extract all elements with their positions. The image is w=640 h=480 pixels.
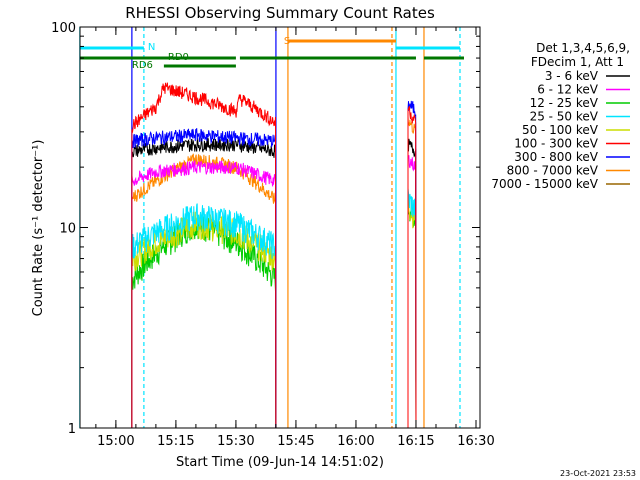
- legend-label-4: 50 - 100 keV: [522, 123, 599, 137]
- legend-label-5: 100 - 300 keV: [514, 137, 598, 151]
- x-tick-label-5: 16:15: [397, 434, 434, 449]
- series-4-segment-1: [407, 198, 417, 429]
- series-3-segment-0: [131, 203, 277, 429]
- x-tick-label-1: 15:15: [157, 434, 194, 449]
- plot-frame: [79, 26, 481, 429]
- annotation-s-label: S: [284, 36, 290, 47]
- legend-header-line-2: FDecim 1, Att 1: [531, 55, 624, 69]
- x-tick-label-4: 16:00: [337, 434, 374, 449]
- chart-title: RHESSI Observing Summary Count Rates: [125, 4, 435, 22]
- legend-header-line-1: Det 1,3,4,5,6,9,: [536, 41, 630, 55]
- annotation-n-label: N: [148, 42, 155, 53]
- series-4-segment-0: [131, 211, 277, 429]
- series-7-segment-0: [131, 153, 277, 429]
- legend: Det 1,3,4,5,6,9, FDecim 1, Att 1 3 - 6 k…: [491, 41, 630, 191]
- legend-label-3: 25 - 50 keV: [530, 110, 599, 124]
- series-1-segment-0: [131, 159, 277, 429]
- series-1-segment-1: [407, 155, 417, 429]
- y-axis-label: Count Rate (s⁻¹ detector⁻¹): [31, 140, 46, 317]
- plot-area: N S RD0 RD6: [79, 27, 464, 429]
- legend-label-8: 7000 - 15000 keV: [491, 177, 598, 191]
- legend-label-1: 6 - 12 keV: [537, 83, 599, 97]
- y-tick-label-2: 100: [51, 21, 76, 36]
- legend-label-0: 3 - 6 keV: [545, 69, 599, 83]
- series-5-segment-1: [407, 106, 417, 429]
- annotation-rd6-label: RD6: [132, 60, 153, 71]
- legend-label-6: 300 - 800 keV: [514, 150, 598, 164]
- footer-date: 23-Oct-2021 23:53: [560, 469, 636, 478]
- series-2-segment-1: [407, 194, 417, 429]
- y-tick-label-0: 1: [68, 422, 76, 437]
- series-0-segment-1: [407, 137, 417, 429]
- axes: 15:00 15:15 15:30 15:45 16:00 16:15 16:30 1 10 10…: [51, 21, 495, 449]
- plot-border: [79, 26, 481, 429]
- x-tick-label-0: 15:00: [97, 434, 134, 449]
- x-axis-label: Start Time (09-Jun-14 14:51:02): [176, 455, 384, 470]
- series-5-segment-0: [131, 82, 277, 429]
- x-tick-label-3: 15:45: [277, 434, 314, 449]
- legend-label-7: 800 - 7000 keV: [507, 164, 599, 178]
- series-3-segment-1: [407, 188, 417, 429]
- series-6-segment-1: [407, 100, 417, 429]
- annotation-rd0-label: RD0: [168, 52, 189, 63]
- x-tick-label-6: 16:30: [457, 434, 494, 449]
- legend-label-2: 12 - 25 keV: [530, 96, 599, 110]
- x-tick-label-2: 15:30: [217, 434, 254, 449]
- y-tick-label-1: 10: [59, 222, 76, 237]
- series-6-segment-0: [131, 128, 277, 429]
